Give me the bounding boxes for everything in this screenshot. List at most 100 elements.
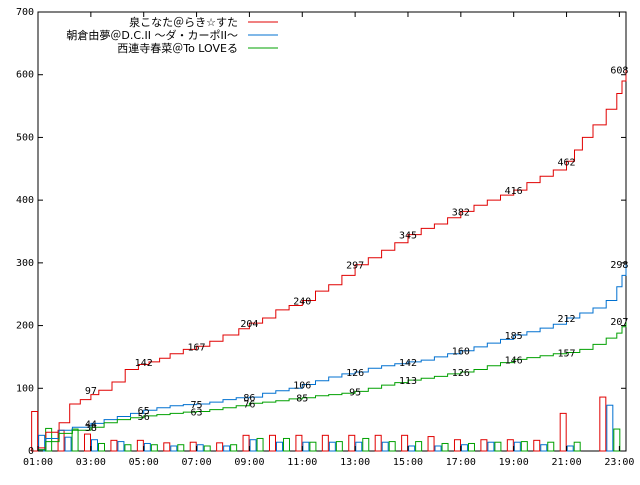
x-tick-label: 03:00 [76, 457, 106, 468]
bar [223, 445, 231, 452]
bar [90, 439, 98, 452]
bar [559, 412, 567, 452]
bar [533, 439, 541, 452]
x-tick-label: 23:00 [604, 457, 634, 468]
bar [196, 444, 204, 452]
bar [242, 434, 250, 452]
bar [295, 434, 303, 452]
bar [97, 442, 105, 452]
data-label: 240 [293, 296, 311, 307]
series-line [38, 321, 627, 451]
bar [335, 441, 343, 452]
x-tick-label: 19:00 [499, 457, 529, 468]
bar [520, 441, 528, 452]
bar [203, 445, 211, 452]
bar [38, 434, 46, 452]
bar [143, 442, 151, 452]
bar [110, 439, 118, 452]
bar [388, 441, 396, 452]
x-tick-label: 21:00 [551, 457, 581, 468]
bar [275, 441, 283, 452]
data-label: 113 [399, 376, 417, 387]
data-label: 65 [138, 406, 150, 417]
data-label: 298 [610, 260, 628, 271]
data-label: 462 [558, 157, 576, 168]
data-label: 76 [243, 399, 255, 410]
data-label: 142 [399, 358, 417, 369]
bar [566, 445, 574, 452]
bar [487, 441, 495, 452]
x-tick-label: 17:00 [446, 457, 476, 468]
bar [408, 445, 416, 452]
labels-layer: 97 142 167 204 240 297 345 382 416 462 608 44 65 75 86… [85, 66, 629, 434]
legend-label: 西連寺春菜＠To LOVEる [117, 41, 238, 55]
data-label: 44 [85, 419, 97, 430]
bar [427, 436, 435, 452]
data-label: 212 [558, 314, 576, 325]
bar [124, 444, 132, 452]
bar [268, 434, 276, 452]
y-tick-label: 200 [16, 321, 34, 332]
y-tick-label: 700 [16, 7, 34, 18]
bar [189, 441, 197, 452]
bar [348, 434, 356, 452]
data-label: 56 [138, 412, 150, 423]
bar [374, 434, 382, 452]
bar [321, 434, 329, 452]
bar [83, 433, 91, 452]
x-axis: 01:00 03:00 05:00 07:00 09:00 11:00 13:00 15:00… [23, 12, 634, 468]
data-label: 75 [191, 400, 203, 411]
bar [494, 441, 502, 452]
data-label: 608 [610, 66, 628, 77]
bar [573, 441, 581, 452]
data-label: 204 [240, 319, 258, 330]
bar [177, 444, 185, 452]
y-tick-label: 600 [16, 70, 34, 81]
y-tick-label: 300 [16, 258, 34, 269]
bar [547, 441, 555, 452]
data-label: 416 [505, 186, 523, 197]
bar [599, 396, 607, 452]
bar [216, 442, 224, 452]
data-label: 297 [346, 261, 364, 272]
bar [355, 441, 363, 452]
x-tick-label: 09:00 [234, 457, 264, 468]
bar [434, 445, 442, 452]
series-layer [38, 69, 627, 451]
x-tick-label: 13:00 [340, 457, 370, 468]
bar [381, 441, 389, 452]
data-label: 160 [452, 347, 470, 358]
data-label: 86 [243, 393, 255, 404]
data-label: 126 [346, 368, 364, 379]
legend-label: 泉こなた＠らき☆すた [129, 15, 238, 29]
x-tick-label: 05:00 [129, 457, 159, 468]
bar [302, 441, 310, 452]
y-tick-label: 400 [16, 195, 34, 206]
data-label: 126 [452, 368, 470, 379]
bar [282, 437, 290, 452]
bar [401, 434, 409, 452]
bar [540, 444, 548, 452]
bar [64, 436, 72, 452]
data-label: 95 [349, 387, 361, 398]
series-line [38, 264, 627, 451]
legend-label: 朝倉由夢＠D.C.II ～ダ・カーポII～ [66, 28, 238, 42]
bar [150, 444, 158, 452]
bar [606, 404, 614, 452]
x-tick-label: 07:00 [182, 457, 212, 468]
bar [31, 410, 39, 452]
bar [506, 439, 514, 452]
bar [328, 441, 336, 452]
bar [441, 442, 449, 452]
bar [256, 437, 264, 452]
bar [613, 428, 621, 452]
bar [170, 445, 178, 452]
data-label: 97 [85, 386, 97, 397]
bar [163, 442, 171, 452]
data-label: 106 [293, 381, 311, 392]
y-tick-label: 0 [28, 446, 34, 457]
series-line [38, 69, 627, 449]
